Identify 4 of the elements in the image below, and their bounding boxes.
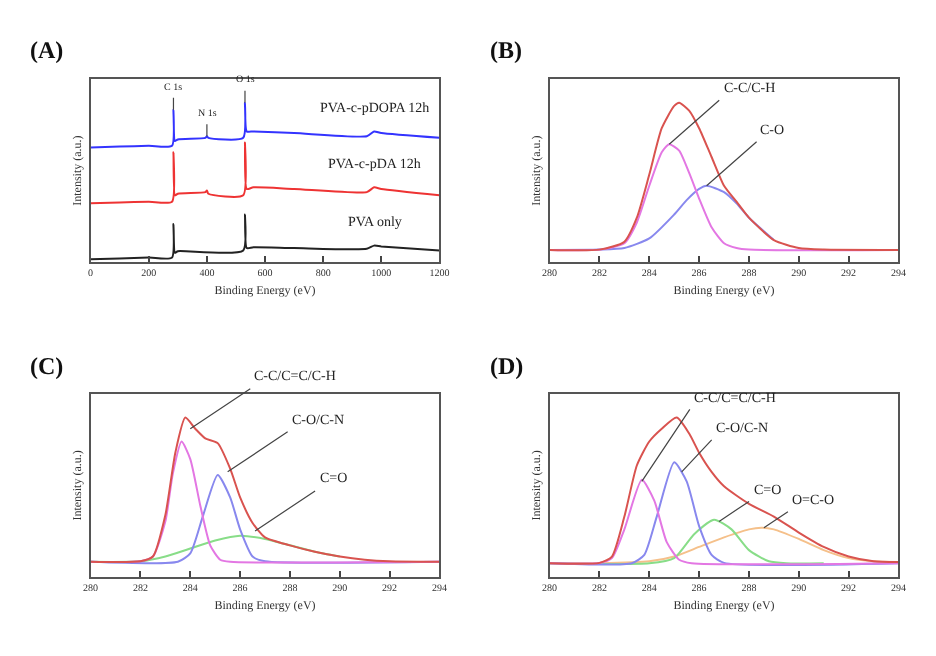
chart-title: (A): [30, 36, 64, 64]
chart-title: (B): [490, 36, 522, 64]
chart-title: (C): [30, 352, 64, 380]
chart-title: (D): [490, 352, 524, 380]
